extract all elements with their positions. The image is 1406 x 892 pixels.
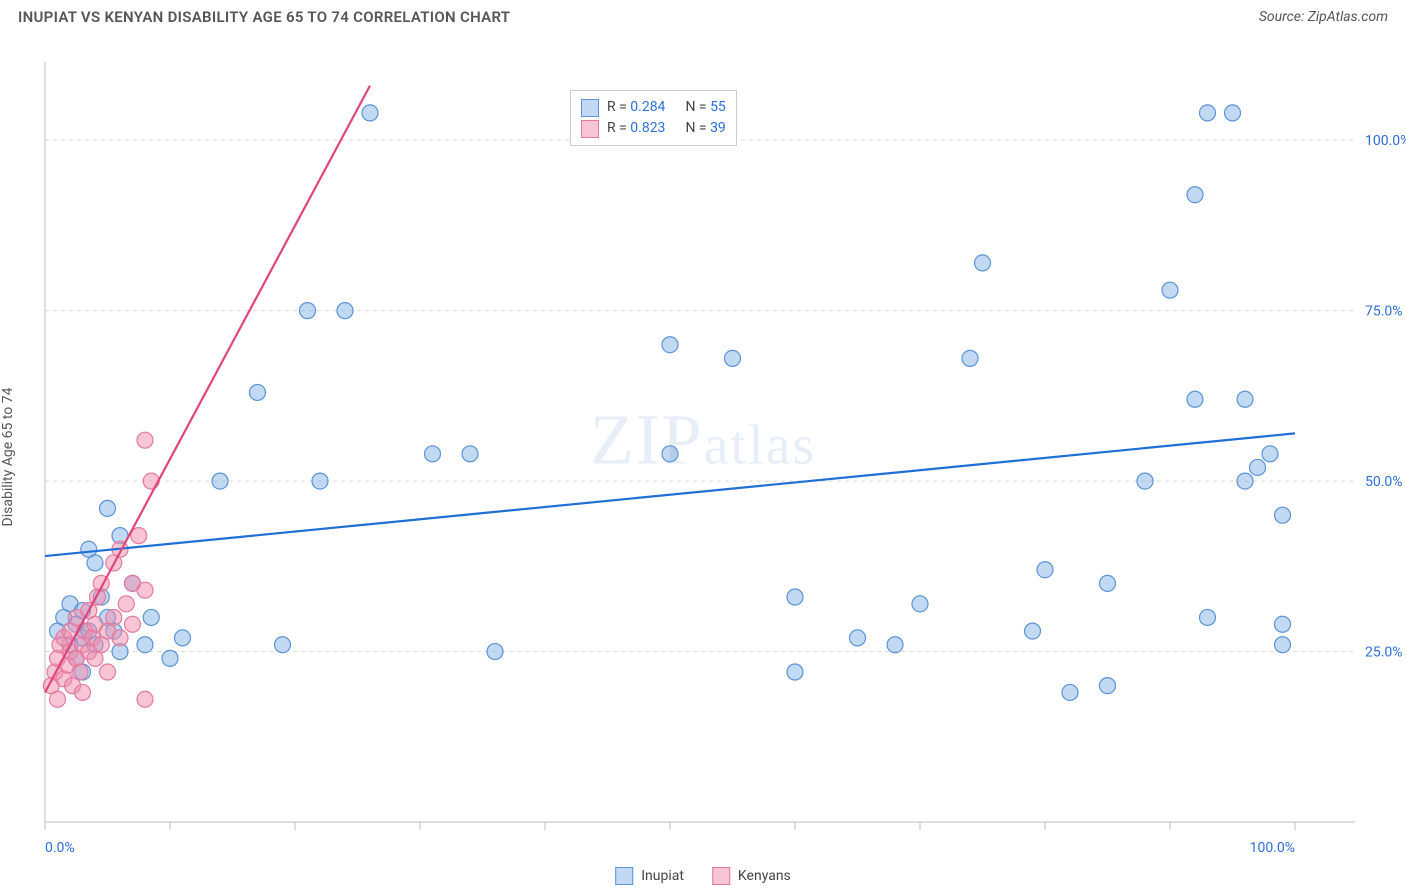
series-name: Inupiat xyxy=(641,868,684,884)
chart-header: INUPIAT VS KENYAN DISABILITY AGE 65 TO 7… xyxy=(0,0,1406,32)
svg-text:0.0%: 0.0% xyxy=(45,840,75,856)
legend-swatch xyxy=(712,867,730,885)
legend-n-label: N = 39 xyxy=(685,118,725,139)
svg-text:100.0%: 100.0% xyxy=(1250,840,1295,856)
series-name: Kenyans xyxy=(738,868,791,884)
legend-r-label: R = 0.284 xyxy=(607,97,665,118)
svg-text:100.0%: 100.0% xyxy=(1365,133,1406,149)
legend-n-label: N = 55 xyxy=(685,97,725,118)
correlation-legend: R = 0.284 N = 55 R = 0.823 N = 39 xyxy=(570,90,737,146)
series-legend-item: Inupiat xyxy=(615,867,684,885)
legend-swatch xyxy=(615,867,633,885)
legend-stat-row: R = 0.823 N = 39 xyxy=(581,118,726,139)
legend-stat-row: R = 0.284 N = 55 xyxy=(581,97,726,118)
chart-title: INUPIAT VS KENYAN DISABILITY AGE 65 TO 7… xyxy=(18,8,510,26)
svg-text:75.0%: 75.0% xyxy=(1365,304,1403,320)
chart-area: Disability Age 65 to 74 ZIPatlas 25.0%50… xyxy=(0,32,1406,882)
scatter-plot-svg: 25.0% 50.0% 75.0% 100.0% 0.0% 100.0% xyxy=(0,32,1406,882)
legend-swatch xyxy=(581,99,599,117)
chart-source: Source: ZipAtlas.com xyxy=(1259,9,1388,25)
series-legend-item: Kenyans xyxy=(712,867,791,885)
series-legend: Inupiat Kenyans xyxy=(615,867,791,885)
legend-r-label: R = 0.823 xyxy=(607,118,665,139)
svg-text:25.0%: 25.0% xyxy=(1365,645,1403,661)
legend-swatch xyxy=(581,120,599,138)
y-axis-label: Disability Age 65 to 74 xyxy=(0,388,16,527)
svg-text:50.0%: 50.0% xyxy=(1365,474,1403,490)
